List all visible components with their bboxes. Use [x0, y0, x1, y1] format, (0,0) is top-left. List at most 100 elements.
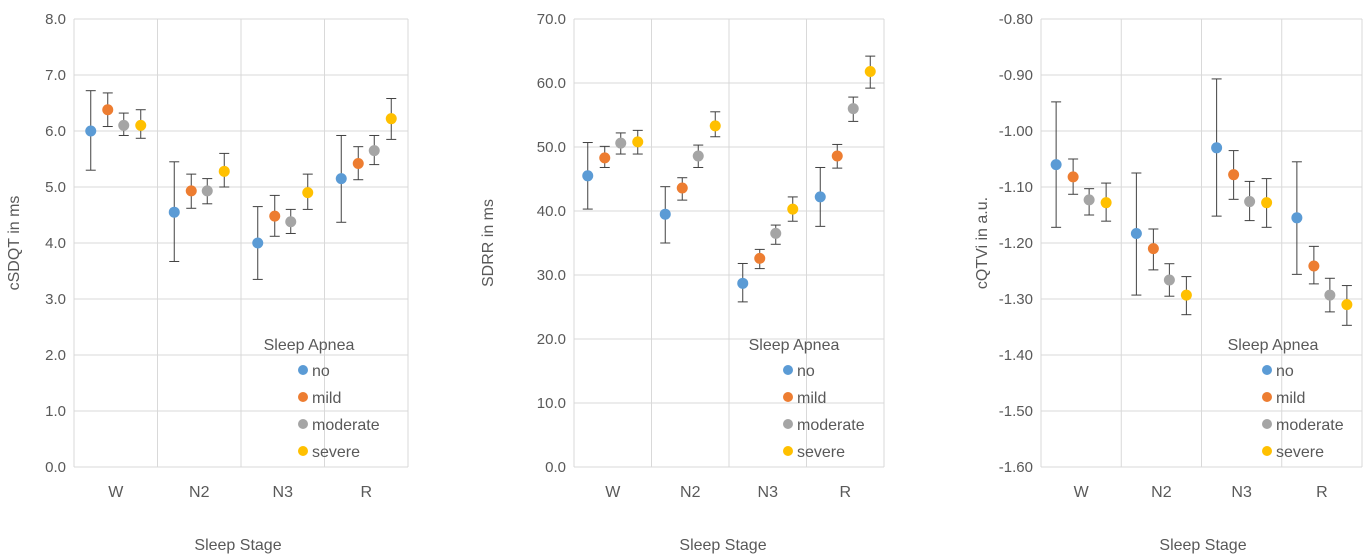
data-point — [1067, 171, 1079, 183]
y-tick-label: 30.0 — [537, 267, 566, 284]
legend-label: severe — [797, 444, 845, 461]
data-point — [118, 119, 130, 131]
legend-label: mild — [797, 390, 826, 407]
y-tick-label: 0.0 — [545, 459, 566, 476]
legend-label: no — [312, 363, 330, 380]
legend-label: mild — [1276, 390, 1305, 407]
x-tick-label: N3 — [758, 484, 779, 501]
y-tick-label: 5.0 — [45, 179, 66, 196]
y-tick-label: -1.40 — [999, 347, 1033, 364]
data-point — [582, 170, 594, 182]
legend-title: Sleep Apnea — [264, 337, 355, 354]
data-point — [1324, 289, 1336, 301]
y-tick-label: 40.0 — [537, 203, 566, 220]
y-tick-label: -1.30 — [999, 291, 1033, 308]
data-point — [632, 136, 644, 148]
x-tick-label: W — [1074, 484, 1090, 501]
legend-label: mild — [312, 390, 341, 407]
y-tick-label: -1.10 — [999, 179, 1033, 196]
legend-marker — [1262, 446, 1272, 456]
y-tick-label: 6.0 — [45, 123, 66, 140]
legend-marker — [783, 392, 793, 402]
x-tick-label: N2 — [189, 484, 210, 501]
x-tick-label: N3 — [273, 484, 294, 501]
data-point — [1100, 197, 1112, 209]
data-point — [368, 145, 380, 157]
legend-marker — [1262, 365, 1272, 375]
data-point — [385, 113, 397, 125]
data-point — [1180, 289, 1192, 301]
legend-marker — [1262, 392, 1272, 402]
y-tick-label: 60.0 — [537, 75, 566, 92]
data-point — [1163, 274, 1175, 286]
data-point — [201, 185, 213, 197]
data-point — [737, 277, 749, 289]
data-point — [185, 185, 197, 197]
y-tick-label: 10.0 — [537, 395, 566, 412]
x-tick-label: R — [1316, 484, 1328, 501]
y-tick-label: -0.90 — [999, 67, 1033, 84]
y-tick-label: -1.50 — [999, 403, 1033, 420]
y-tick-label: 1.0 — [45, 403, 66, 420]
data-point — [269, 210, 281, 222]
y-tick-label: -1.00 — [999, 123, 1033, 140]
y-tick-label: -1.20 — [999, 235, 1033, 252]
x-tick-label: N2 — [680, 484, 701, 501]
data-point — [1244, 196, 1256, 208]
y-tick-label: 4.0 — [45, 235, 66, 252]
data-point — [831, 150, 843, 162]
data-point — [1291, 212, 1303, 224]
legend-marker — [783, 419, 793, 429]
data-point — [814, 191, 826, 203]
x-tick-label: R — [839, 484, 851, 501]
y-tick-label: 2.0 — [45, 347, 66, 364]
data-point — [770, 227, 782, 239]
legend-marker — [298, 419, 308, 429]
data-point — [252, 237, 264, 249]
data-point — [1147, 243, 1159, 255]
data-point — [302, 187, 314, 199]
y-tick-label: 3.0 — [45, 291, 66, 308]
y-tick-label: 70.0 — [537, 11, 566, 28]
data-point — [1308, 260, 1320, 272]
x-tick-label: N3 — [1231, 484, 1252, 501]
data-point — [599, 152, 611, 164]
data-point — [754, 252, 766, 264]
x-tick-label: R — [360, 484, 372, 501]
legend-label: moderate — [312, 417, 380, 434]
legend-label: moderate — [797, 417, 865, 434]
legend-marker — [298, 446, 308, 456]
data-point — [1130, 227, 1142, 239]
data-point — [1228, 169, 1240, 181]
legend-label: severe — [1276, 444, 1324, 461]
legend-title: Sleep Apnea — [1228, 337, 1319, 354]
y-axis-label: cSDQT in ms — [6, 196, 23, 291]
data-point — [1261, 197, 1273, 209]
data-point — [659, 208, 671, 220]
data-point — [85, 125, 97, 137]
data-point — [787, 203, 799, 215]
data-point — [1341, 299, 1353, 311]
legend-marker — [1262, 419, 1272, 429]
data-point — [692, 150, 704, 162]
y-tick-label: 8.0 — [45, 11, 66, 28]
chart-panel-3: -1.60 -1.50 -1.40 -1.30 -1.20 -1.10 -1.00 -0.90… — [974, 11, 1363, 554]
x-tick-label: W — [605, 484, 621, 501]
data-point — [218, 165, 230, 177]
data-point — [864, 65, 876, 77]
data-point — [676, 182, 688, 194]
legend-label: no — [797, 363, 815, 380]
data-point — [168, 206, 180, 218]
legend-marker — [783, 365, 793, 375]
y-tick-label: 20.0 — [537, 331, 566, 348]
data-point — [285, 216, 297, 228]
legend-label: moderate — [1276, 417, 1344, 434]
data-point — [1050, 159, 1062, 171]
x-axis-label: Sleep Stage — [1159, 537, 1246, 554]
x-axis-label: Sleep Stage — [194, 537, 281, 554]
y-tick-label: 7.0 — [45, 67, 66, 84]
data-point — [615, 137, 627, 149]
